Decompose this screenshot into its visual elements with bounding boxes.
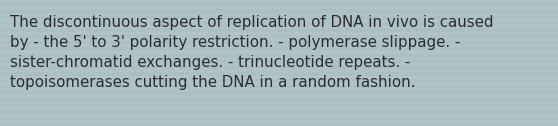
Bar (0, 22, 558, 25)
Bar (0, 110, 558, 113)
Bar (0, 16, 558, 19)
Bar (0, 60, 558, 63)
Bar (0, 98, 558, 101)
Bar (0, 41, 558, 44)
Bar (0, 9, 558, 13)
Bar (0, 104, 558, 107)
Bar (0, 123, 558, 126)
Bar (0, 35, 558, 38)
Text: The discontinuous aspect of replication of DNA in vivo is caused
by - the 5' to : The discontinuous aspect of replication … (10, 15, 493, 90)
Bar (0, 72, 558, 76)
Bar (0, 91, 558, 94)
Bar (0, 85, 558, 88)
Bar (0, 28, 558, 32)
Bar (0, 54, 558, 57)
Bar (0, 79, 558, 82)
Bar (0, 3, 558, 6)
Bar (0, 117, 558, 120)
Bar (0, 66, 558, 69)
Bar (0, 47, 558, 50)
